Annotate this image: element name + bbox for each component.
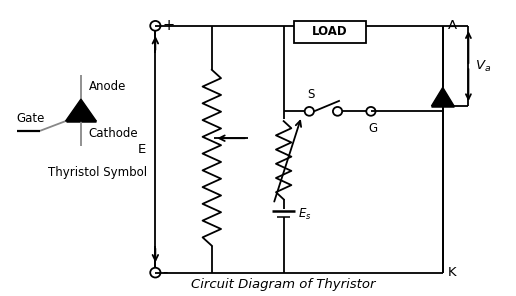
Text: Thyristol Symbol: Thyristol Symbol [47,166,147,179]
Text: $V_a$: $V_a$ [475,59,491,74]
Text: Gate: Gate [17,112,45,125]
Text: Anode: Anode [89,80,126,93]
Polygon shape [431,87,454,106]
Polygon shape [66,99,96,121]
Text: E: E [138,143,146,156]
Text: K: K [448,266,457,279]
Text: +: + [162,18,174,33]
Text: $E_s$: $E_s$ [298,206,312,221]
Text: Cathode: Cathode [89,127,138,140]
Bar [294,21,366,43]
Text: S: S [307,88,314,101]
Text: Circuit Diagram of Thyristor: Circuit Diagram of Thyristor [191,278,376,291]
Text: -: - [162,265,167,280]
Text: G: G [368,122,378,135]
Text: A: A [448,19,457,32]
Text: LOAD: LOAD [312,25,348,38]
